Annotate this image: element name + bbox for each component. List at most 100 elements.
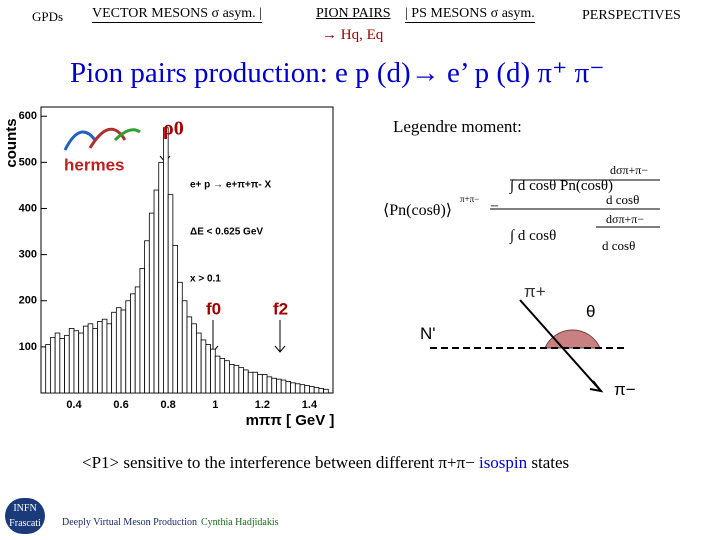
logo: INFN Frascati — [5, 498, 45, 534]
nav-item[interactable]: VECTOR MESONS σ asym. | — [92, 6, 262, 23]
histogram-bar — [73, 330, 80, 394]
histogram-bar — [115, 307, 122, 394]
histogram-bar — [299, 384, 306, 394]
histogram-bar — [101, 318, 108, 394]
annotation: ρ0 — [163, 118, 184, 140]
histogram-bar — [125, 300, 131, 394]
histogram-bar — [243, 369, 249, 394]
histogram-bar — [186, 316, 193, 394]
formula-denominator: ∫ d cosθ — [510, 228, 557, 244]
histogram-bar — [68, 328, 75, 394]
histogram-bar — [144, 240, 150, 394]
histogram-bar — [163, 127, 169, 394]
histogram-bar — [191, 323, 197, 394]
statement-main: <P1> sensitive to the interference betwe… — [82, 453, 475, 472]
histogram-bar — [45, 344, 51, 394]
pi-minus: π− — [614, 380, 636, 399]
header-right[interactable]: PERSPECTIVES — [582, 8, 681, 23]
x-axis-label: mππ [ GeV ] — [246, 412, 335, 429]
histogram-bar — [54, 332, 61, 394]
annotation: f0 — [206, 299, 221, 318]
histogram-bar — [318, 387, 324, 394]
histogram-bar — [158, 161, 164, 394]
footer-talk: Deeply Virtual Meson Production — [62, 517, 198, 528]
histogram-bar — [290, 382, 296, 394]
statement-highlight: isospin — [478, 453, 528, 472]
footer-author: Cynthia Hadjidakis — [201, 517, 279, 528]
formula-dcos: d cosθ — [606, 192, 640, 207]
x-tick-label: 1.2 — [255, 399, 270, 411]
histogram-bar — [214, 355, 221, 394]
formula-numerator: ∫ d cosθ Pn(cosθ) — [510, 178, 614, 194]
theta: θ — [586, 302, 596, 321]
statement-end: states — [531, 453, 570, 472]
histogram-bar — [304, 385, 310, 394]
histogram-bar — [92, 328, 98, 394]
histogram-bar — [97, 321, 103, 394]
histogram-bar — [238, 367, 244, 394]
histogram-bar — [59, 338, 65, 394]
histogram-bar — [64, 334, 70, 394]
histogram-bar — [106, 323, 113, 394]
histogram-bar — [224, 360, 230, 394]
histogram-bar — [134, 286, 141, 394]
pi-plus: π+ — [524, 282, 546, 301]
logo-bottom: Frascati — [9, 518, 41, 529]
annotation: ΔE < 0.625 GeV — [190, 227, 263, 238]
arrowhead — [589, 380, 604, 393]
slide-title: Pion pairs production: e p (d)→ e’ p (d)… — [70, 57, 605, 89]
histogram-bar — [280, 379, 287, 394]
logo-top: INFN — [13, 503, 37, 514]
histogram-bar — [210, 348, 216, 394]
histogram-bar — [139, 268, 146, 394]
annotation: x > 0.1 — [190, 274, 221, 285]
histogram-bar — [87, 323, 94, 394]
statement: <P1> sensitive to the interference betwe… — [82, 453, 569, 473]
y-tick-label: 300 — [19, 249, 37, 261]
histogram-bar — [172, 244, 178, 394]
histogram-bar — [233, 364, 240, 394]
histogram-bar — [148, 212, 155, 394]
histogram-bar — [130, 293, 136, 394]
formula-dsigma: dσπ+π− — [606, 212, 645, 226]
histogram-bar — [78, 332, 84, 394]
y-tick-label: 500 — [19, 156, 37, 168]
nav-item[interactable]: | PS MESONS σ asym. — [405, 6, 535, 23]
legendre-heading: Legendre moment: — [393, 117, 522, 136]
formula-dsigma: dσπ+π− — [610, 163, 649, 177]
histogram-bar — [200, 339, 207, 394]
histogram-bar — [294, 383, 301, 394]
histogram-bar — [111, 311, 117, 394]
histogram-bar — [177, 281, 183, 394]
subnav: → Hq, Eq — [322, 27, 384, 43]
histogram-bar — [167, 194, 174, 394]
histogram-bar — [285, 381, 292, 394]
histogram-bar — [228, 363, 235, 394]
formula-equals: = — [490, 200, 500, 217]
formula-lhs: ⟨Pn(cosθ)⟩ — [383, 202, 453, 219]
histogram-bar — [266, 376, 273, 394]
y-tick-label: 400 — [19, 202, 37, 214]
histogram-bar — [205, 344, 211, 394]
pion-track — [519, 299, 601, 391]
histogram-bar — [261, 374, 268, 394]
annotation: f2 — [273, 299, 288, 318]
histogram-bar — [247, 371, 254, 394]
histogram-bar — [120, 309, 127, 394]
x-tick-label: 1 — [212, 399, 218, 411]
formula-sup: π+π− — [460, 194, 480, 204]
histogram-bar — [276, 378, 282, 394]
histogram-bar — [82, 325, 89, 394]
histogram-bar — [271, 377, 277, 394]
n-prime: N' — [420, 324, 436, 343]
x-tick-label: 0.4 — [66, 399, 82, 411]
y-axis-label: counts — [3, 118, 20, 167]
nav-item[interactable]: PION PAIRS — [316, 6, 391, 21]
histogram-bar — [196, 332, 202, 394]
x-tick-label: 0.8 — [161, 399, 176, 411]
x-tick-label: 0.6 — [113, 399, 128, 411]
histogram-bar — [252, 371, 259, 394]
formula-dcos: d cosθ — [602, 238, 636, 253]
